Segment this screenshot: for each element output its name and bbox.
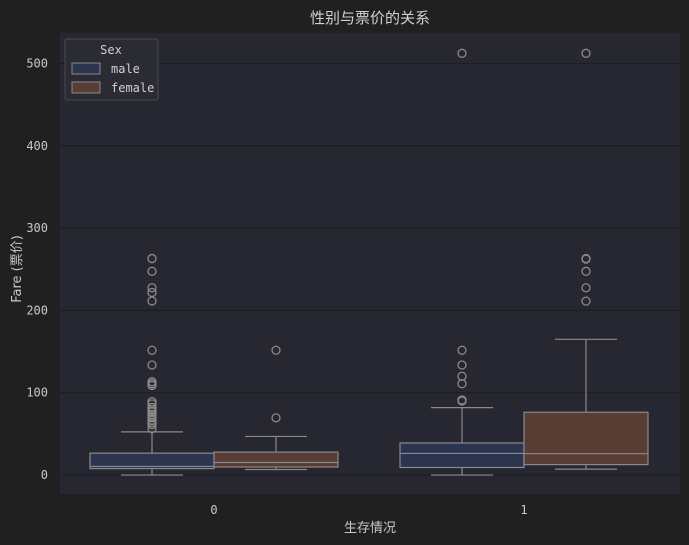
- outlier-male-1-1: [457, 395, 467, 405]
- outlier-male-0-17: [147, 345, 157, 355]
- x-tick-label-1: 1: [520, 503, 527, 517]
- y-tick-label-0: 0: [41, 468, 48, 482]
- y-tick-label-300: 300: [26, 221, 48, 235]
- outlier-female-1-0: [581, 296, 591, 306]
- outlier-male-0-20: [147, 283, 157, 293]
- outlier-male-0-6: [147, 409, 157, 420]
- legend-label-male: male: [111, 62, 140, 76]
- chart-title: 性别与票价的关系: [310, 9, 430, 27]
- outlier-male-0-10: [147, 402, 157, 413]
- box-female-0: [213, 451, 339, 468]
- y-tick-label-200: 200: [26, 303, 48, 317]
- y-tick-label-100: 100: [26, 386, 48, 400]
- boxes-layer: [89, 48, 649, 476]
- x-axis-label: 生存情况: [344, 521, 396, 536]
- legend-title: Sex: [100, 43, 122, 57]
- box-female-1: [523, 411, 649, 466]
- outlier-female-0-1: [271, 345, 281, 355]
- outlier-female-0-0: [271, 413, 281, 423]
- legend-swatch-male: [71, 62, 101, 75]
- outlier-female-1-2: [581, 266, 591, 276]
- box-group-female-1: [523, 48, 649, 470]
- outlier-male-0-21: [147, 266, 157, 276]
- box-male-1: [399, 442, 525, 469]
- legend-swatch-female: [71, 81, 101, 94]
- outlier-male-0-16: [147, 360, 157, 370]
- outlier-male-1-5: [457, 345, 467, 355]
- legend: Sex male female: [64, 38, 159, 101]
- outlier-male-0-12: [147, 397, 157, 407]
- outlier-male-1-6: [457, 48, 467, 58]
- box-group-female-0: [213, 345, 339, 471]
- outlier-female-1-5: [581, 48, 591, 58]
- outlier-male-0-15: [147, 377, 157, 387]
- y-tick-labels: 0 100 200 300 400 500: [26, 56, 48, 482]
- outlier-male-1-4: [457, 360, 467, 370]
- box-group-male-1: [399, 48, 525, 476]
- legend-label-female: female: [111, 81, 154, 95]
- y-tick-label-500: 500: [26, 56, 48, 70]
- y-tick-label-400: 400: [26, 139, 48, 153]
- outlier-female-1-4: [581, 253, 591, 264]
- outlier-female-1-1: [581, 283, 591, 293]
- x-tick-label-0: 0: [210, 503, 217, 517]
- outlier-male-0-22: [147, 253, 157, 264]
- y-axis-label: Fare (票价): [10, 235, 25, 303]
- outlier-male-1-3: [457, 371, 467, 381]
- outlier-male-0-19: [147, 287, 157, 298]
